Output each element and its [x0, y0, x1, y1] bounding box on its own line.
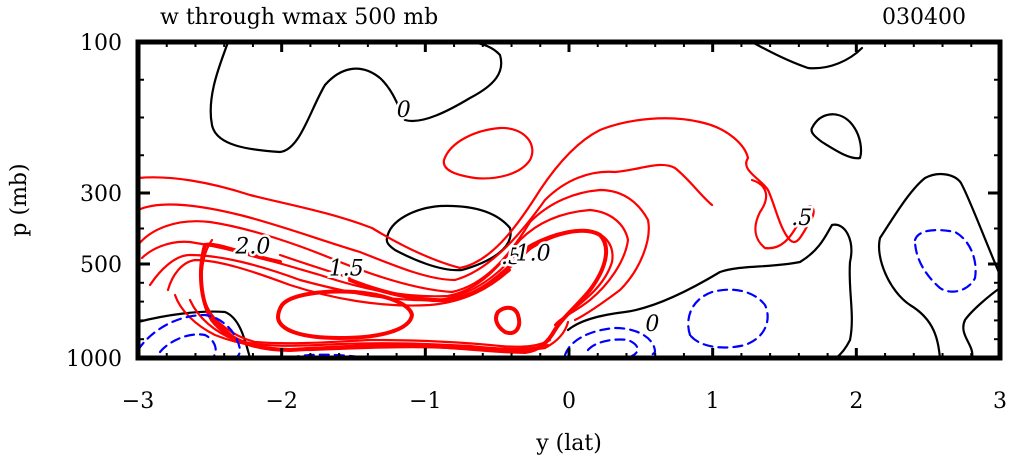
y-tick-label: 100 [80, 31, 122, 56]
contour-label: .5 [501, 245, 522, 270]
contour-2.0 [278, 253, 352, 280]
y-axis-label: p (mb) [7, 163, 32, 236]
contour-label: 0 [397, 98, 411, 123]
x-tick-label: −3 [122, 389, 154, 414]
contour-0.25 [136, 117, 815, 270]
zero-contours [136, 40, 1002, 360]
contour-near-surface-3 [203, 303, 552, 348]
x-tick-label: 3 [993, 389, 1007, 414]
zero-contour-top-right-cell [810, 113, 863, 160]
contour-label: 0 [645, 312, 659, 337]
contour-label: 2.0 [234, 234, 270, 259]
contour-label: .5 [791, 206, 812, 231]
main-updraft-thick [199, 228, 609, 354]
zero-contour-upper-left [209, 40, 503, 154]
y-tick-label: 300 [80, 182, 122, 207]
downdraft-center [563, 326, 657, 360]
zero-contour-upper-right [750, 40, 864, 70]
x-axis: −3 −2 −1 0 1 2 3 [122, 42, 1007, 414]
contour-labels: 00.5.51.01.52.0 [232, 95, 815, 339]
downdraft-far-right [913, 229, 977, 293]
downdraft-right-low [687, 288, 769, 349]
time-label: 030400 [882, 5, 966, 30]
updraft-maximum-cell [276, 289, 414, 340]
zero-contour-lower-right [566, 223, 853, 360]
contour-lines [136, 40, 1002, 360]
upper-positive-cell [442, 126, 534, 180]
positive-contours [136, 117, 815, 354]
x-tick-label: 2 [849, 389, 863, 414]
zero-contour-right [877, 172, 1002, 360]
x-tick-label: 1 [706, 389, 720, 414]
y-axis: 100 300 500 1000 [66, 31, 1000, 372]
contour-0.5 [136, 163, 714, 282]
x-axis-label: y (lat) [535, 431, 602, 456]
x-tick-label: 0 [562, 389, 576, 414]
x-tick-label: −1 [409, 389, 441, 414]
y-tick-label: 1000 [66, 347, 122, 372]
secondary-updraft-cell [494, 305, 522, 335]
downdraft-left-inner [158, 333, 217, 358]
contour-1.25 [148, 228, 614, 340]
y-tick-label: 500 [80, 253, 122, 278]
contour-label: 1.5 [329, 257, 364, 282]
contour-label: 1.0 [516, 241, 551, 266]
chart-title: w through wmax 500 mb [160, 5, 438, 30]
contour-1.0 [140, 208, 630, 327]
x-tick-label: −2 [265, 389, 297, 414]
downdraft-center-inner [586, 338, 639, 358]
